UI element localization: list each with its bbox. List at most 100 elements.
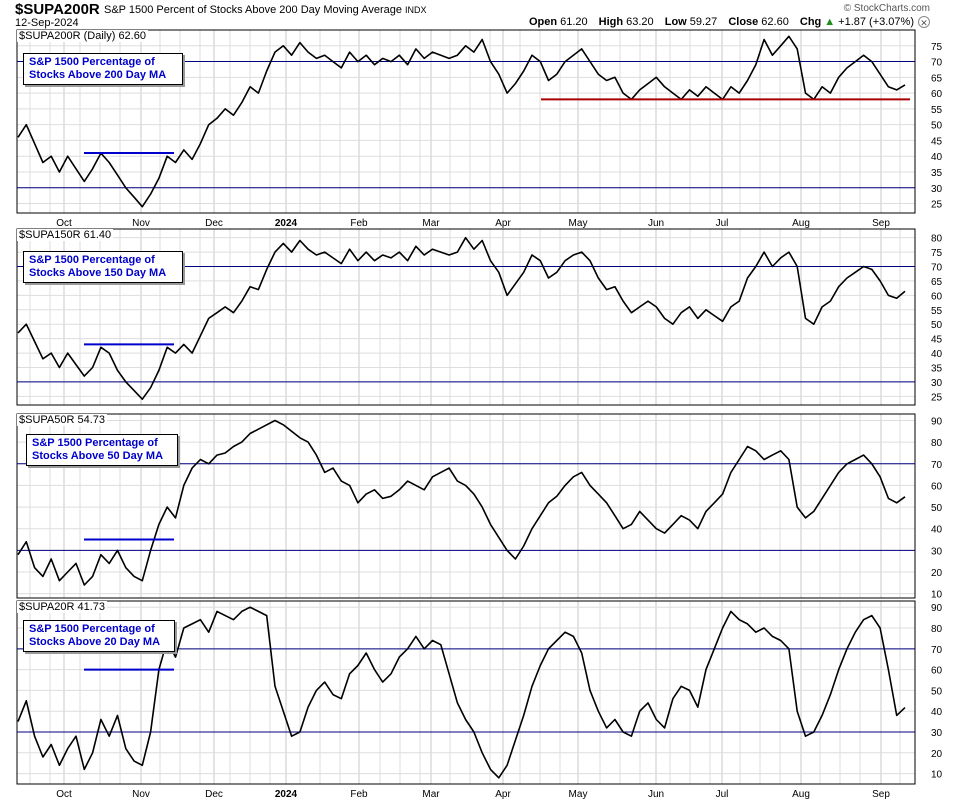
series-line-p150	[17, 236, 906, 401]
annotation-50: S&P 1500 Percentage of Stocks Above 50 D…	[26, 434, 178, 466]
low-label: Low	[664, 16, 687, 28]
low-value: 59.27	[689, 16, 718, 28]
annotation-50-line2: Stocks Above 50 Day MA	[32, 450, 164, 462]
y-tick-label: 45	[931, 335, 943, 346]
panel-p200: 25 30 35 40 45 50 55 60 65 70 75 Oct Nov Dec 2024 Feb Ma…	[16, 29, 943, 229]
x-tick-label: Dec	[205, 218, 223, 229]
x-tick-label: Jul	[716, 218, 729, 229]
x-tick-label: Feb	[350, 218, 368, 229]
y-tick-label: 50	[931, 121, 943, 132]
y-tick-label: 75	[931, 42, 943, 53]
panel-frame	[16, 29, 916, 214]
open-label: Open	[528, 16, 558, 28]
y-tick-label: 90	[931, 603, 943, 614]
x-tick-label: May	[569, 789, 588, 800]
y-tick-label: 80	[931, 438, 943, 449]
x-tick-label: Nov	[132, 218, 150, 229]
high-label: High	[598, 16, 624, 28]
series-line-p50	[17, 419, 906, 586]
x-tick-label: Oct	[56, 789, 72, 800]
legend-50: $SUPA50R 54.73	[17, 414, 108, 426]
chart-date: 12-Sep-2024	[15, 17, 79, 29]
y-tick-label: 35	[931, 168, 943, 179]
y-tick-label: 60	[931, 89, 943, 100]
panel-frame	[16, 600, 916, 785]
y-tick-label: 50	[931, 320, 943, 331]
y-tick-label: 30	[931, 728, 943, 739]
x-tick-label: 2024	[275, 218, 298, 229]
y-tick-label: 55	[931, 306, 943, 317]
panel-frame	[16, 413, 916, 599]
y-tick-label: 30	[931, 184, 943, 195]
x-tick-label: Apr	[495, 789, 511, 800]
exchange-label: INDX	[405, 5, 427, 15]
description-text: S&P 1500 Percent of Stocks Above 200 Day…	[104, 4, 403, 16]
x-tick-label: Jul	[716, 789, 729, 800]
open-value: 61.20	[560, 16, 588, 28]
chart-header: $SUPA200R S&P 1500 Percent of Stocks Abo…	[0, 0, 960, 30]
x-tick-label: Nov	[132, 789, 150, 800]
x-tick-label: Feb	[350, 789, 368, 800]
symbol-description: S&P 1500 Percent of Stocks Above 200 Day…	[104, 4, 427, 16]
x-tick-label: Sep	[872, 218, 890, 229]
y-tick-label: 40	[931, 707, 943, 718]
y-tick-label: 90	[931, 416, 943, 427]
annotation-20: S&P 1500 Percentage of Stocks Above 20 D…	[23, 620, 175, 652]
y-tick-label: 40	[931, 525, 943, 536]
annotation-150-line1: S&P 1500 Percentage of	[29, 254, 155, 266]
y-tick-label: 10	[931, 770, 943, 781]
y-tick-label: 50	[931, 503, 943, 514]
y-tick-label: 65	[931, 277, 943, 288]
series-line-p200	[17, 35, 906, 208]
x-tick-label: Mar	[422, 789, 440, 800]
x-tick-label: 2024	[275, 789, 298, 800]
close-value: 62.60	[761, 16, 789, 28]
panel-frame	[16, 228, 916, 406]
x-tick-label: Aug	[792, 789, 810, 800]
y-tick-label: 10	[931, 590, 943, 601]
y-tick-label: 30	[931, 546, 943, 557]
annotation-200: S&P 1500 Percentage of Stocks Above 200 …	[23, 53, 183, 85]
panel-p150: 25 30 35 40 45 50 55 60 65 70 75 80	[16, 228, 943, 406]
y-tick-label: 55	[931, 105, 943, 116]
y-tick-label: 70	[931, 645, 943, 656]
brand-logo[interactable]: © StockCharts.com	[843, 3, 930, 14]
x-tick-label: Sep	[872, 789, 890, 800]
x-tick-label: Aug	[792, 218, 810, 229]
x-tick-label: Dec	[205, 789, 223, 800]
y-tick-label: 60	[931, 481, 943, 492]
y-tick-label: 45	[931, 136, 943, 147]
x-tick-label: May	[569, 218, 588, 229]
x-tick-label: Jun	[648, 218, 664, 229]
high-value: 63.20	[626, 16, 654, 28]
y-tick-label: 70	[931, 263, 943, 274]
y-tick-label: 65	[931, 73, 943, 84]
y-tick-label: 80	[931, 234, 943, 245]
chg-label: Chg	[799, 16, 822, 28]
y-tick-label: 35	[931, 363, 943, 374]
symbol-title[interactable]: $SUPA200R	[15, 1, 100, 18]
y-tick-label: 70	[931, 58, 943, 69]
annotation-150: S&P 1500 Percentage of Stocks Above 150 …	[23, 251, 183, 283]
y-tick-label: 30	[931, 378, 943, 389]
y-tick-label: 70	[931, 460, 943, 471]
y-tick-label: 20	[931, 749, 943, 760]
y-tick-label: 60	[931, 666, 943, 677]
y-tick-label: 50	[931, 686, 943, 697]
close-label: Close	[728, 16, 759, 28]
y-tick-label: 20	[931, 568, 943, 579]
annotation-50-line1: S&P 1500 Percentage of	[32, 437, 158, 449]
annotation-150-line2: Stocks Above 150 Day MA	[29, 267, 167, 279]
chg-arrow: ▲	[824, 16, 836, 28]
annotation-20-line1: S&P 1500 Percentage of	[29, 623, 155, 635]
y-tick-label: 40	[931, 152, 943, 163]
annotation-200-line2: Stocks Above 200 Day MA	[29, 69, 167, 81]
ohlc-readout: Open 61.20 High 63.20 Low 59.27 Close 62.60 …	[521, 16, 914, 28]
legend-150: $SUPA150R 61.40	[17, 229, 114, 241]
x-tick-label: Mar	[422, 218, 440, 229]
y-tick-label: 40	[931, 349, 943, 360]
y-tick-label: 80	[931, 624, 943, 635]
y-tick-label: 60	[931, 291, 943, 302]
close-icon[interactable]: ✕	[918, 16, 930, 28]
